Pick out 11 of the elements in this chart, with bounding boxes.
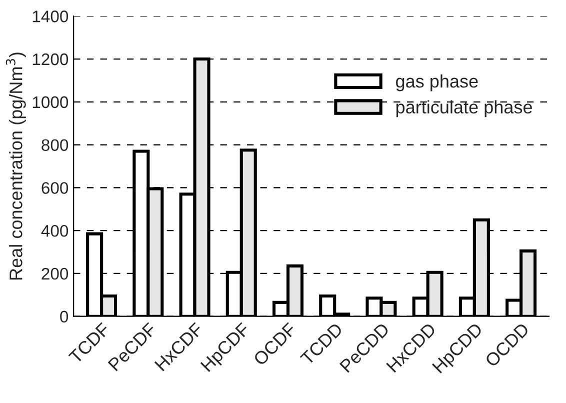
y-tick-label: 1000 [32,96,68,108]
legend-label: gas phase [396,74,478,92]
y-axis-title: Real concentration (pg/Nm$^{3}$) [6,52,26,280]
y-tick-label: 1200 [32,53,68,66]
y-tick-label: 200 [42,268,68,280]
y-tick-label: 0 [60,310,68,323]
y-tick-label: 600 [42,182,68,194]
y-tick-label: 1400 [32,10,68,22]
y-tick-label: 400 [41,224,68,237]
legend-label: particulate phase [396,100,532,118]
y-tick-label: 800 [42,139,68,151]
